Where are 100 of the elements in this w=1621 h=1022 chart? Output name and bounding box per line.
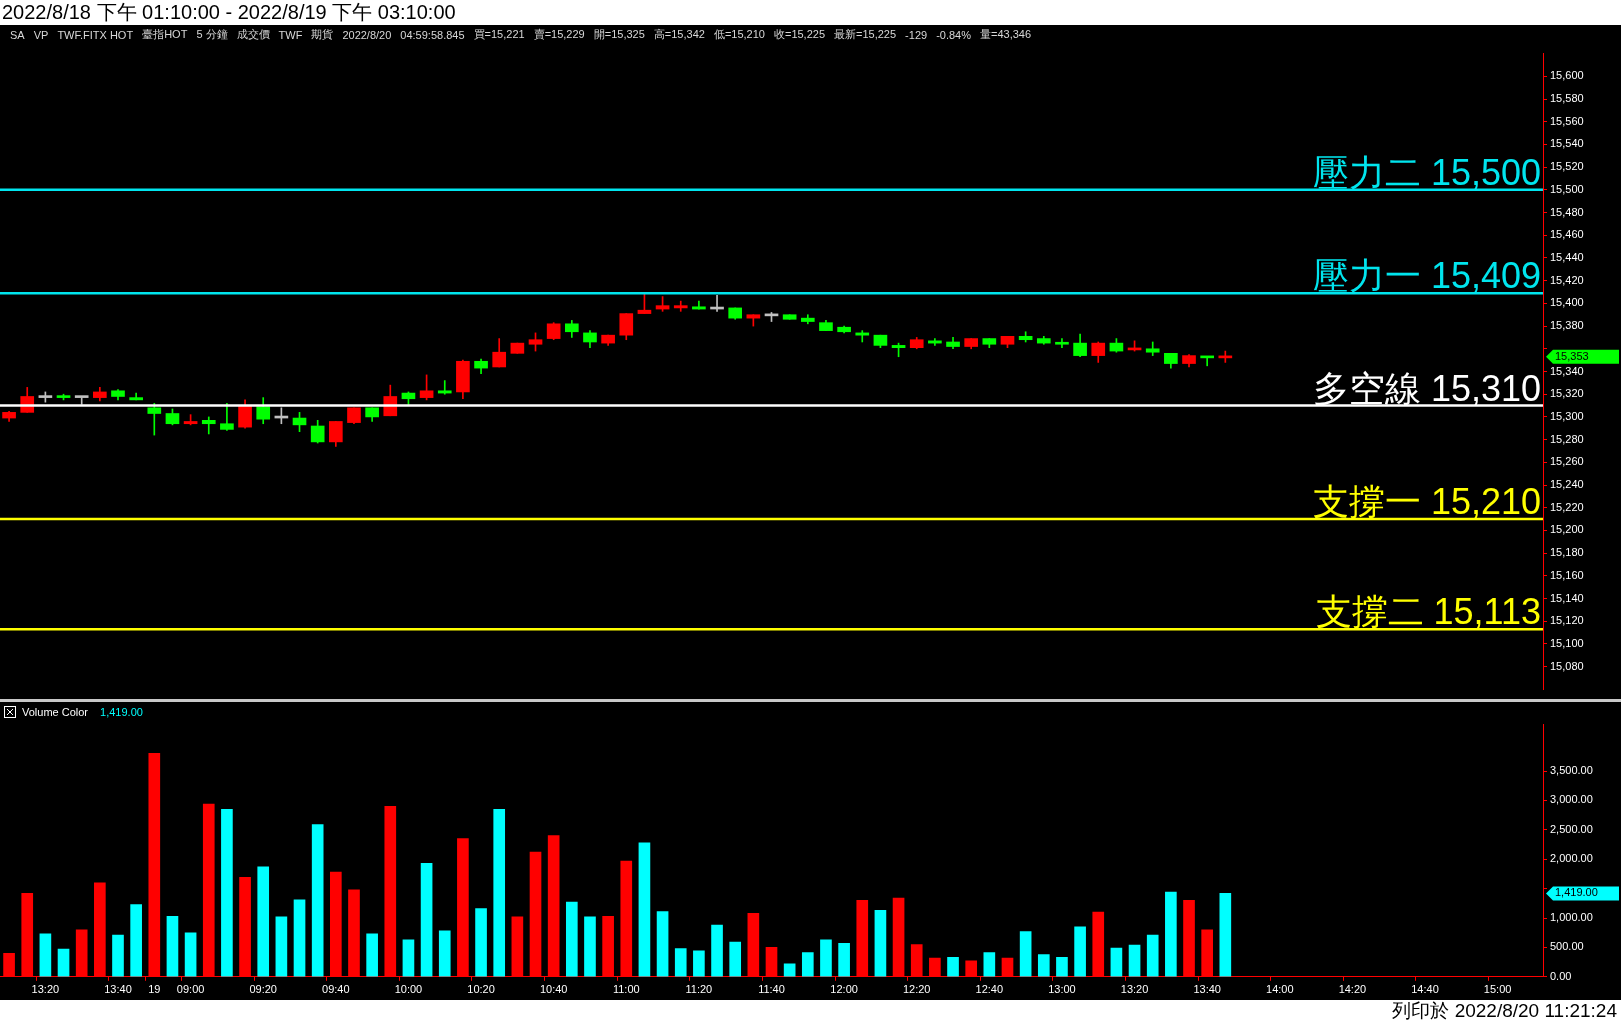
bar bbox=[384, 805, 397, 977]
bar bbox=[293, 899, 306, 977]
y-tick-label: 15,560 bbox=[1550, 114, 1584, 127]
bar bbox=[711, 924, 723, 977]
x-tick-label: 09:00 bbox=[176, 983, 205, 996]
y-tick-label: 15,220 bbox=[1550, 500, 1584, 513]
bar bbox=[1165, 891, 1177, 977]
text: VP bbox=[33, 28, 49, 41]
bar bbox=[275, 916, 288, 977]
y-tick-label: 15,240 bbox=[1550, 478, 1584, 491]
chart-title: Volume Color bbox=[22, 706, 89, 718]
bar bbox=[856, 900, 869, 977]
y-tick-label: 15,160 bbox=[1550, 568, 1584, 581]
bar bbox=[475, 908, 487, 977]
x-tick-label: 13:20 bbox=[31, 983, 60, 996]
ref-line-label: 支撐一 15,210 bbox=[1312, 481, 1541, 523]
bar bbox=[947, 957, 959, 977]
bar bbox=[1128, 944, 1141, 977]
y-tick-label: 3,500.00 bbox=[1550, 764, 1593, 777]
bar bbox=[892, 897, 905, 977]
x-tick-label: 11:20 bbox=[685, 983, 713, 996]
text: 高=15,342 bbox=[653, 27, 705, 42]
y-tick-label: 15,200 bbox=[1550, 523, 1584, 536]
y-tick-label: 15,440 bbox=[1550, 251, 1584, 263]
bar bbox=[529, 851, 542, 977]
bar bbox=[656, 911, 669, 977]
x-tick-label: 19 bbox=[148, 983, 161, 996]
text: TWF.FITX HOT bbox=[57, 28, 134, 41]
ref-line-label: 壓力二 15,500 bbox=[1312, 151, 1541, 193]
bar bbox=[420, 863, 433, 977]
bar bbox=[130, 904, 142, 977]
chart-title: 2022/8/18 下午 01:10:00 - 2022/8/19 下午 03:10:00 bbox=[0, 0, 1621, 25]
y-tick-label: 15,280 bbox=[1550, 432, 1584, 445]
x-tick-label: 10:40 bbox=[539, 983, 568, 996]
bar bbox=[1183, 900, 1195, 977]
y-tick-label: 15,400 bbox=[1550, 296, 1584, 309]
text: 1,419.00 bbox=[1555, 886, 1598, 899]
y-tick-label: 15,460 bbox=[1550, 228, 1584, 241]
candlestick bbox=[201, 416, 216, 435]
text: 量=43,346 bbox=[980, 27, 1032, 42]
y-tick-label: 15,420 bbox=[1550, 273, 1584, 286]
text: 賣=15,229 bbox=[533, 27, 585, 42]
bar bbox=[620, 860, 633, 977]
bar bbox=[348, 889, 360, 977]
x-tick-label: 13:00 bbox=[1048, 983, 1076, 996]
x-tick-label: 12:00 bbox=[830, 983, 858, 996]
bar bbox=[693, 950, 705, 977]
y-tick-label: 15,340 bbox=[1550, 364, 1584, 377]
bar bbox=[674, 948, 687, 977]
text: TWF bbox=[278, 28, 303, 41]
y-tick-label: 2,500.00 bbox=[1550, 822, 1593, 835]
bar bbox=[438, 930, 451, 977]
bar bbox=[1074, 926, 1086, 977]
bar bbox=[1037, 954, 1050, 977]
bar bbox=[21, 892, 34, 977]
x-tick-label: 11:00 bbox=[612, 983, 640, 996]
candlestick bbox=[74, 395, 89, 405]
bar bbox=[874, 910, 887, 977]
bar bbox=[457, 838, 469, 977]
bar bbox=[910, 944, 923, 977]
y-tick-label: 0.00 bbox=[1550, 969, 1572, 982]
text: 收=15,225 bbox=[773, 27, 826, 42]
bar bbox=[3, 952, 15, 977]
y-tick-label: 15,580 bbox=[1550, 92, 1584, 105]
x-tick-label: 09:20 bbox=[249, 983, 277, 996]
bar bbox=[965, 960, 978, 977]
bar bbox=[330, 871, 342, 977]
y-tick-label: 15,120 bbox=[1550, 614, 1584, 627]
bar bbox=[57, 948, 70, 977]
y-tick-label: 15,300 bbox=[1550, 409, 1584, 422]
bar bbox=[747, 912, 760, 977]
bar bbox=[765, 947, 778, 977]
bar bbox=[75, 929, 88, 977]
y-tick-label: 15,600 bbox=[1550, 69, 1584, 82]
bar bbox=[166, 915, 179, 977]
x-tick-label: 14:00 bbox=[1266, 983, 1294, 996]
bar bbox=[1146, 934, 1159, 977]
bar bbox=[493, 808, 506, 977]
x-tick-label: 13:40 bbox=[1193, 983, 1221, 996]
text: 買=15,221 bbox=[473, 27, 525, 42]
bar bbox=[94, 882, 106, 977]
x-tick-label: 12:20 bbox=[902, 983, 931, 996]
text: 04:59:58.845 bbox=[400, 28, 465, 41]
bar bbox=[547, 835, 560, 977]
bar bbox=[221, 808, 233, 977]
text: 2022/8/20 bbox=[342, 28, 392, 41]
text: 最新=15,225 bbox=[834, 27, 897, 42]
x-tick-label: 15:00 bbox=[1483, 983, 1512, 996]
bar bbox=[565, 901, 578, 977]
y-tick-label: 1,000.00 bbox=[1550, 911, 1593, 924]
x-tick-label: 14:40 bbox=[1411, 983, 1439, 996]
bar bbox=[112, 934, 124, 977]
x-tick-label: 13:40 bbox=[104, 983, 132, 996]
bar bbox=[1110, 947, 1123, 977]
bar bbox=[148, 753, 161, 977]
ref-line-label: 壓力一 15,409 bbox=[1312, 255, 1541, 297]
ref-line-label: 支撐二 15,113 bbox=[1315, 591, 1541, 633]
bar bbox=[1001, 957, 1014, 977]
text: 開=15,325 bbox=[593, 27, 645, 42]
bar bbox=[584, 916, 596, 977]
